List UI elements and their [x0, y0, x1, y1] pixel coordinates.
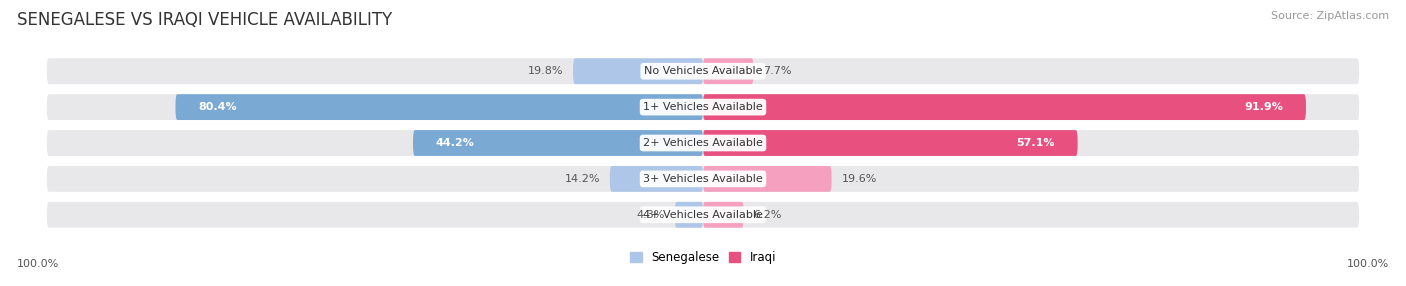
Text: 6.2%: 6.2% — [754, 210, 782, 220]
Text: SENEGALESE VS IRAQI VEHICLE AVAILABILITY: SENEGALESE VS IRAQI VEHICLE AVAILABILITY — [17, 11, 392, 29]
Text: 80.4%: 80.4% — [198, 102, 238, 112]
FancyBboxPatch shape — [703, 202, 744, 228]
FancyBboxPatch shape — [176, 94, 703, 120]
Text: 2+ Vehicles Available: 2+ Vehicles Available — [643, 138, 763, 148]
Text: 19.6%: 19.6% — [841, 174, 877, 184]
FancyBboxPatch shape — [675, 202, 703, 228]
Text: Source: ZipAtlas.com: Source: ZipAtlas.com — [1271, 11, 1389, 21]
FancyBboxPatch shape — [46, 58, 1360, 84]
FancyBboxPatch shape — [413, 130, 703, 156]
FancyBboxPatch shape — [46, 130, 1360, 156]
Text: 57.1%: 57.1% — [1017, 138, 1054, 148]
FancyBboxPatch shape — [46, 94, 1360, 120]
Text: 100.0%: 100.0% — [17, 259, 59, 269]
Legend: Senegalese, Iraqi: Senegalese, Iraqi — [626, 247, 780, 269]
Text: 4+ Vehicles Available: 4+ Vehicles Available — [643, 210, 763, 220]
Text: 1+ Vehicles Available: 1+ Vehicles Available — [643, 102, 763, 112]
Text: 4.3%: 4.3% — [637, 210, 665, 220]
Text: 19.8%: 19.8% — [527, 66, 564, 76]
FancyBboxPatch shape — [703, 94, 1306, 120]
Text: 14.2%: 14.2% — [564, 174, 600, 184]
FancyBboxPatch shape — [703, 130, 1077, 156]
FancyBboxPatch shape — [703, 166, 831, 192]
Text: 7.7%: 7.7% — [763, 66, 792, 76]
FancyBboxPatch shape — [574, 58, 703, 84]
FancyBboxPatch shape — [46, 202, 1360, 228]
Text: No Vehicles Available: No Vehicles Available — [644, 66, 762, 76]
FancyBboxPatch shape — [610, 166, 703, 192]
FancyBboxPatch shape — [703, 58, 754, 84]
FancyBboxPatch shape — [46, 166, 1360, 192]
Text: 91.9%: 91.9% — [1244, 102, 1284, 112]
Text: 100.0%: 100.0% — [1347, 259, 1389, 269]
Text: 44.2%: 44.2% — [436, 138, 475, 148]
Text: 3+ Vehicles Available: 3+ Vehicles Available — [643, 174, 763, 184]
